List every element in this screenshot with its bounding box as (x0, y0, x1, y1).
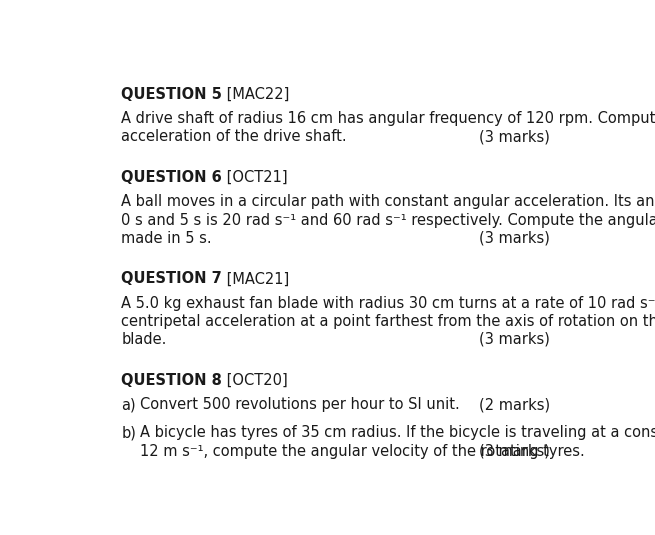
Text: (3 marks): (3 marks) (479, 332, 550, 347)
Text: QUESTION 8: QUESTION 8 (121, 373, 222, 388)
Text: A drive shaft of radius 16 cm has angular frequency of 120 rpm. Compute the cent: A drive shaft of radius 16 cm has angula… (121, 111, 655, 126)
Text: [MAC21]: [MAC21] (222, 271, 290, 286)
Text: made in 5 s.: made in 5 s. (121, 231, 212, 246)
Text: a): a) (121, 397, 136, 412)
Text: centripetal acceleration at a point farthest from the axis of rotation on the ex: centripetal acceleration at a point fart… (121, 314, 655, 329)
Text: A bicycle has tyres of 35 cm radius. If the bicycle is traveling at a constant v: A bicycle has tyres of 35 cm radius. If … (140, 425, 655, 440)
Text: (2 marks): (2 marks) (479, 397, 550, 412)
Text: (3 marks): (3 marks) (479, 129, 550, 144)
Text: acceleration of the drive shaft.: acceleration of the drive shaft. (121, 129, 347, 144)
Text: Convert 500 revolutions per hour to SI unit.: Convert 500 revolutions per hour to SI u… (140, 397, 460, 412)
Text: blade.: blade. (121, 332, 167, 347)
Text: A ball moves in a circular path with constant angular acceleration. Its angular : A ball moves in a circular path with con… (121, 194, 655, 209)
Text: (3 marks): (3 marks) (479, 231, 550, 246)
Text: QUESTION 7: QUESTION 7 (121, 271, 222, 286)
Text: QUESTION 6: QUESTION 6 (121, 170, 222, 185)
Text: [MAC22]: [MAC22] (222, 87, 290, 102)
Text: A 5.0 kg exhaust fan blade with radius 30 cm turns at a rate of 10 rad s⁻¹. Comp: A 5.0 kg exhaust fan blade with radius 3… (121, 296, 655, 311)
Text: 0 s and 5 s is 20 rad s⁻¹ and 60 rad s⁻¹ respectively. Compute the angular displ: 0 s and 5 s is 20 rad s⁻¹ and 60 rad s⁻¹… (121, 212, 655, 227)
Text: [OCT20]: [OCT20] (222, 373, 288, 388)
Text: [OCT21]: [OCT21] (222, 170, 288, 185)
Text: QUESTION 5: QUESTION 5 (121, 87, 222, 102)
Text: (3 marks): (3 marks) (479, 444, 550, 458)
Text: 12 m s⁻¹, compute the angular velocity of the rotating tyres.: 12 m s⁻¹, compute the angular velocity o… (140, 444, 585, 458)
Text: b): b) (121, 425, 136, 440)
